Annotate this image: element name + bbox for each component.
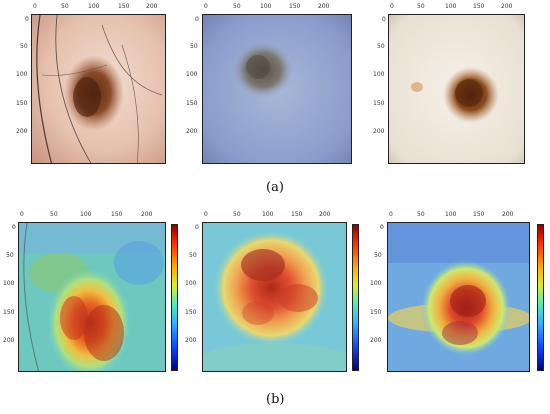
- y-tick: 150: [373, 100, 385, 107]
- colorbar: [537, 224, 544, 371]
- y-tick: 100: [186, 71, 198, 78]
- y-tick: 50: [377, 43, 385, 50]
- x-tick: 200: [501, 3, 513, 10]
- heatmap-overlay-image: [387, 222, 530, 372]
- colorbar: [171, 224, 178, 371]
- x-tick: 200: [502, 211, 514, 218]
- x-tick: 150: [473, 3, 485, 10]
- y-tick: 200: [370, 337, 382, 344]
- y-tick: 150: [185, 309, 197, 316]
- skin-lesion-image: [388, 14, 525, 164]
- y-tick: 100: [373, 71, 385, 78]
- x-tick: 50: [50, 211, 58, 218]
- y-tick: 100: [370, 280, 382, 287]
- x-tick: 50: [417, 3, 425, 10]
- x-tick: 100: [88, 3, 100, 10]
- y-tick: 150: [186, 100, 198, 107]
- x-tick: 0: [204, 211, 208, 218]
- y-tick: 50: [374, 252, 382, 259]
- x-tick: 100: [445, 211, 457, 218]
- x-tick: 0: [33, 3, 37, 10]
- x-tick: 150: [118, 3, 130, 10]
- y-tick: 150: [3, 309, 15, 316]
- panel-a2: 0 50 100 150 200 0 50 100 150 200: [180, 0, 360, 170]
- x-tick: 150: [289, 3, 301, 10]
- y-tick: 0: [12, 224, 16, 231]
- y-tick: 200: [373, 128, 385, 135]
- y-tick: 200: [186, 128, 198, 135]
- skin-lesion-image: [202, 14, 352, 164]
- x-tick: 200: [318, 3, 330, 10]
- skin-lesion-image: [31, 14, 166, 164]
- x-tick: 150: [111, 211, 123, 218]
- x-tick: 50: [417, 211, 425, 218]
- y-tick: 50: [189, 252, 197, 259]
- caption-b: (b): [266, 392, 285, 407]
- y-tick: 0: [25, 16, 29, 23]
- heatmap-overlay-image: [202, 222, 347, 372]
- x-tick: 0: [389, 211, 393, 218]
- y-tick: 100: [16, 71, 28, 78]
- x-tick: 0: [20, 211, 24, 218]
- x-tick: 200: [146, 3, 158, 10]
- x-tick: 100: [262, 211, 274, 218]
- y-tick: 150: [370, 309, 382, 316]
- x-tick: 100: [260, 3, 272, 10]
- x-tick: 100: [445, 3, 457, 10]
- y-tick: 0: [382, 16, 386, 23]
- y-tick: 200: [3, 337, 15, 344]
- x-tick: 200: [319, 211, 331, 218]
- y-tick: 100: [185, 280, 197, 287]
- y-tick: 200: [16, 128, 28, 135]
- panel-b1: 0 50 100 150 200 0 50 100 150 200: [0, 208, 185, 378]
- y-tick: 200: [185, 337, 197, 344]
- y-tick: 50: [190, 43, 198, 50]
- panel-b2: 0 50 100 150 200 0 50 100 150 200: [185, 208, 365, 378]
- x-tick: 50: [61, 3, 69, 10]
- y-tick: 50: [20, 43, 28, 50]
- panel-a1: 0 50 100 150 200 0 50 100 150 200: [0, 0, 180, 170]
- caption-a: (a): [266, 180, 284, 195]
- x-tick: 150: [291, 211, 303, 218]
- y-tick: 0: [195, 16, 199, 23]
- x-tick: 50: [233, 3, 241, 10]
- x-tick: 200: [141, 211, 153, 218]
- heatmap-overlay-image: [18, 222, 166, 372]
- x-tick: 0: [204, 3, 208, 10]
- x-tick: 150: [473, 211, 485, 218]
- x-tick: 100: [80, 211, 92, 218]
- x-tick: 0: [390, 3, 394, 10]
- colorbar: [352, 224, 359, 371]
- panel-a3: 0 50 100 150 200 0 50 100 150 200: [360, 0, 540, 170]
- y-tick: 100: [3, 280, 15, 287]
- y-tick: 50: [6, 252, 14, 259]
- y-tick: 0: [380, 224, 384, 231]
- y-tick: 150: [16, 100, 28, 107]
- x-tick: 50: [233, 211, 241, 218]
- y-tick: 0: [195, 224, 199, 231]
- panel-b3: 0 50 100 150 200 0 50 100 150 200: [365, 208, 550, 378]
